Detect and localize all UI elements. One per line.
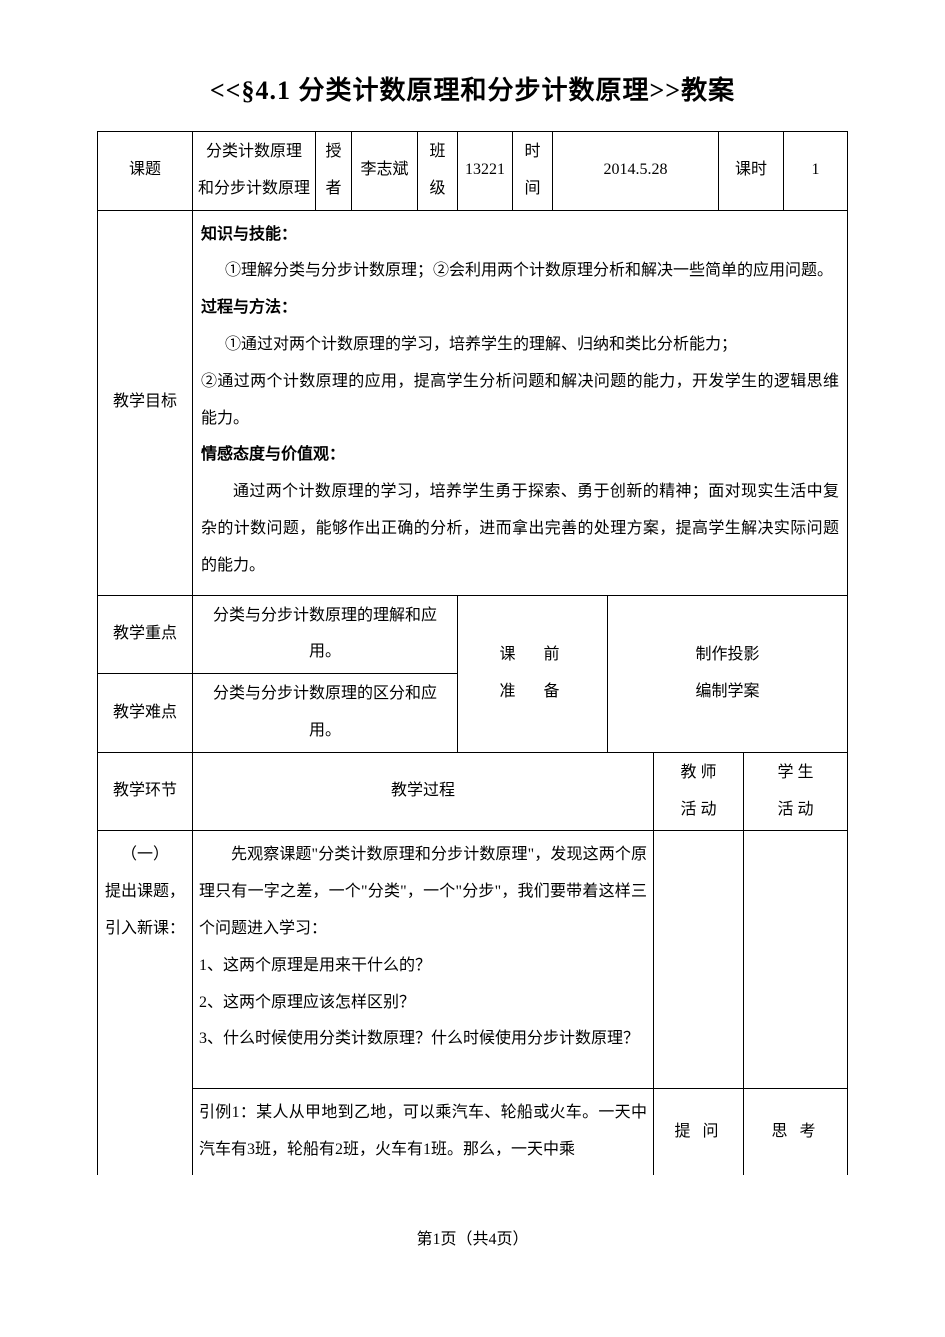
keypoint-text: 分类与分步计数原理的理解和应用。 bbox=[192, 595, 457, 674]
stage1-title: （一） 提出课题， 引入新课： bbox=[97, 831, 192, 1175]
method-heading: 过程与方法： bbox=[201, 290, 839, 327]
page-footer: 第1页（共4页） bbox=[416, 1225, 528, 1249]
stage1-line1: （一） bbox=[121, 846, 169, 863]
teacher-label-2: 活 动 bbox=[680, 801, 716, 818]
preclass-line1: 课 前 bbox=[499, 646, 565, 663]
knowledge-p1: ①理解分类与分步计数原理；②会利用两个计数原理分析和解决一些简单的应用问题。 bbox=[201, 253, 839, 290]
teacher-activity-label: 教 师 活 动 bbox=[653, 752, 743, 831]
attitude-heading: 情感态度与价值观： bbox=[201, 437, 839, 474]
process-label: 教学过程 bbox=[192, 752, 653, 831]
objectives-label: 教学目标 bbox=[97, 210, 192, 595]
page-title: <<§4.1 分类计数原理和分步计数原理>>教案 bbox=[210, 70, 735, 107]
preclass-label: 课 前 准 备 bbox=[457, 595, 607, 752]
difficulty-text: 分类与分步计数原理的区分和应用。 bbox=[192, 674, 457, 753]
preclass-text: 制作投影 编制学案 bbox=[607, 595, 847, 752]
stage1-q3: 3、什么时候使用分类计数原理？什么时候使用分步计数原理？ bbox=[199, 1021, 647, 1058]
lecturer-label: 授者 bbox=[315, 132, 351, 211]
teacher-label-1: 教 师 bbox=[680, 764, 716, 781]
student-act-blank bbox=[743, 831, 847, 1089]
teacher-act1: 提 问 bbox=[653, 1089, 743, 1175]
example1-content: 引例1：某人从甲地到乙地，可以乘汽车、轮船或火车。一天中汽车有3班，轮船有2班，… bbox=[192, 1089, 653, 1175]
method-p2: ②通过两个计数原理的应用，提高学生分析问题和解决问题的能力，开发学生的逻辑思维能… bbox=[201, 364, 839, 438]
class-value: 13221 bbox=[457, 132, 512, 211]
class-label: 班级 bbox=[417, 132, 457, 211]
stage1-p1: 先观察课题"分类计数原理和分步计数原理"，发现这两个原理只有一字之差，一个"分类… bbox=[199, 837, 647, 947]
time-label: 时间 bbox=[512, 132, 552, 211]
topic-line1: 分类计数原理 bbox=[206, 143, 302, 160]
stage1-line3: 引入新课： bbox=[105, 920, 185, 937]
period-label: 课时 bbox=[718, 132, 783, 211]
stage1-q1: 1、这两个原理是用来干什么的？ bbox=[199, 948, 647, 985]
attitude-p1: 通过两个计数原理的学习，培养学生勇于探索、勇于创新的精神；面对现实生活中复杂的计… bbox=[201, 474, 839, 584]
stage-label: 教学环节 bbox=[97, 752, 192, 831]
period-value: 1 bbox=[784, 132, 848, 211]
topic-value: 分类计数原理 和分步计数原理 bbox=[192, 132, 315, 211]
difficulty-label: 教学难点 bbox=[97, 674, 192, 753]
objectives-content: 知识与技能： ①理解分类与分步计数原理；②会利用两个计数原理分析和解决一些简单的… bbox=[192, 210, 847, 595]
preclass-text2: 编制学案 bbox=[695, 683, 759, 700]
lecturer-value: 李志斌 bbox=[351, 132, 417, 211]
stage1-content: 先观察课题"分类计数原理和分步计数原理"，发现这两个原理只有一字之差，一个"分类… bbox=[192, 831, 653, 1089]
time-value: 2014.5.28 bbox=[552, 132, 718, 211]
stage1-q2: 2、这两个原理应该怎样区别？ bbox=[199, 985, 647, 1022]
student-act1: 思 考 bbox=[743, 1089, 847, 1175]
preclass-text1: 制作投影 bbox=[695, 646, 759, 663]
teacher-act-blank bbox=[653, 831, 743, 1089]
knowledge-heading: 知识与技能： bbox=[201, 217, 839, 254]
preclass-line2: 准 备 bbox=[499, 683, 565, 700]
student-label-1: 学 生 bbox=[777, 764, 813, 781]
student-label-2: 活 动 bbox=[777, 801, 813, 818]
topic-line2: 和分步计数原理 bbox=[198, 180, 310, 197]
topic-label: 课题 bbox=[97, 132, 192, 211]
stage1-line2: 提出课题， bbox=[105, 883, 185, 900]
student-activity-label: 学 生 活 动 bbox=[743, 752, 847, 831]
keypoint-label: 教学重点 bbox=[97, 595, 192, 674]
method-p1: ①通过对两个计数原理的学习，培养学生的理解、归纳和类比分析能力； bbox=[201, 327, 839, 364]
example1-text: 引例1：某人从甲地到乙地，可以乘汽车、轮船或火车。一天中汽车有3班，轮船有2班，… bbox=[199, 1095, 647, 1169]
lesson-plan-table: 课题 分类计数原理 和分步计数原理 授者 李志斌 班级 13221 时间 201… bbox=[97, 131, 848, 1175]
